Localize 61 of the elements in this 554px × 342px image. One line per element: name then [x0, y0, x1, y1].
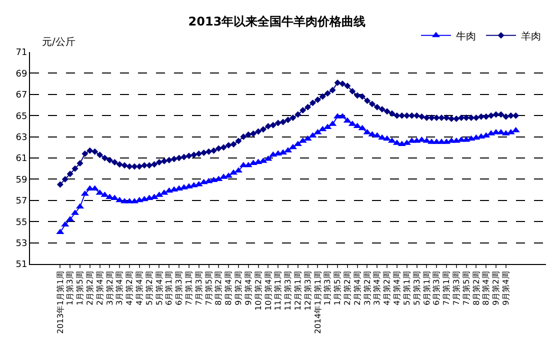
y-tick-label: 71	[16, 48, 28, 58]
x-tick-label: 4月第4周	[135, 271, 144, 306]
x-tick-label: 9月第4周	[244, 271, 253, 306]
x-tick-label: 8月第2周	[214, 271, 224, 306]
x-tick-label: 4月第2周	[382, 271, 392, 306]
y-tick-label: 69	[16, 69, 28, 80]
legend-label: 牛肉	[456, 30, 476, 42]
x-tick-label: 2014年1月第1周	[313, 271, 322, 334]
chart-title: 2013年以来全国牛羊肉价格曲线	[188, 14, 366, 28]
y-tick-label: 53	[16, 238, 28, 249]
x-tick-label: 2月第4周	[95, 271, 104, 306]
y-tick-label: 55	[16, 218, 28, 228]
x-tick-label: 10月第2周	[254, 271, 263, 310]
x-tick-label: 4月第4周	[392, 271, 402, 306]
x-tick-label: 9月第2周	[492, 271, 501, 306]
y-tick-label: 61	[16, 154, 28, 164]
x-tick-label: 5月第1周	[402, 271, 412, 306]
x-tick-label: 6月第3周	[432, 271, 442, 306]
x-tick-label: 3月第4周	[115, 271, 124, 306]
x-tick-label: 4月第2周	[125, 271, 134, 306]
x-tick-label: 2月第2周	[343, 271, 352, 306]
x-tick-label: 3月第4周	[372, 271, 382, 306]
y-axis-title: 元/公斤	[42, 36, 76, 48]
x-tick-label: 12月第1周	[294, 271, 303, 310]
x-tick-label: 8月第4周	[224, 271, 234, 306]
x-tick-label: 7月第3周	[452, 271, 461, 306]
x-tick-label: 6月第3周	[174, 271, 184, 306]
x-tick-label: 1月第5周	[333, 271, 342, 306]
legend-label: 羊肉	[521, 30, 541, 42]
x-tick-label: 7月第1周	[442, 271, 452, 306]
x-tick-label: 12月第3周	[303, 271, 312, 310]
x-tick-label: 8月第2周	[472, 271, 481, 306]
x-tick-label: 3月第2周	[362, 271, 372, 306]
y-tick-label: 57	[16, 196, 28, 207]
x-tick-label: 6月第1周	[422, 271, 432, 306]
x-tick-label: 7月第5周	[462, 271, 471, 306]
x-tick-label: 8月第4周	[482, 271, 491, 306]
x-tick-label: 7月第1周	[184, 271, 194, 306]
x-tick-label: 2013年1月第1周	[56, 271, 65, 334]
x-tick-label: 7月第5周	[204, 271, 214, 306]
x-tick-label: 9月第4周	[502, 271, 511, 306]
x-tick-label: 1月第3周	[66, 271, 75, 306]
y-tick-label: 65	[16, 112, 28, 122]
y-tick-label: 51	[16, 260, 28, 270]
x-tick-label: 2月第4周	[352, 271, 362, 306]
x-tick-label: 6月第1周	[164, 271, 174, 306]
x-tick-label: 9月第2周	[234, 271, 244, 306]
y-tick-label: 59	[16, 175, 28, 186]
x-tick-label: 1月第3周	[323, 271, 332, 306]
x-tick-label: 3月第2周	[105, 271, 114, 306]
y-tick-label: 63	[16, 132, 28, 143]
x-tick-label: 5月第4周	[154, 271, 164, 306]
x-tick-label: 5月第3周	[412, 271, 422, 306]
x-tick-label: 11月第3周	[284, 271, 293, 310]
x-tick-label: 11月第1周	[274, 271, 283, 310]
x-tick-label: 5月第2周	[144, 271, 154, 306]
x-tick-label: 2月第2周	[85, 271, 94, 306]
x-tick-label: 1月第5周	[76, 271, 85, 306]
y-tick-label: 67	[16, 90, 28, 101]
x-tick-label: 10月第4周	[264, 271, 273, 310]
x-tick-label: 7月第3周	[194, 271, 204, 306]
